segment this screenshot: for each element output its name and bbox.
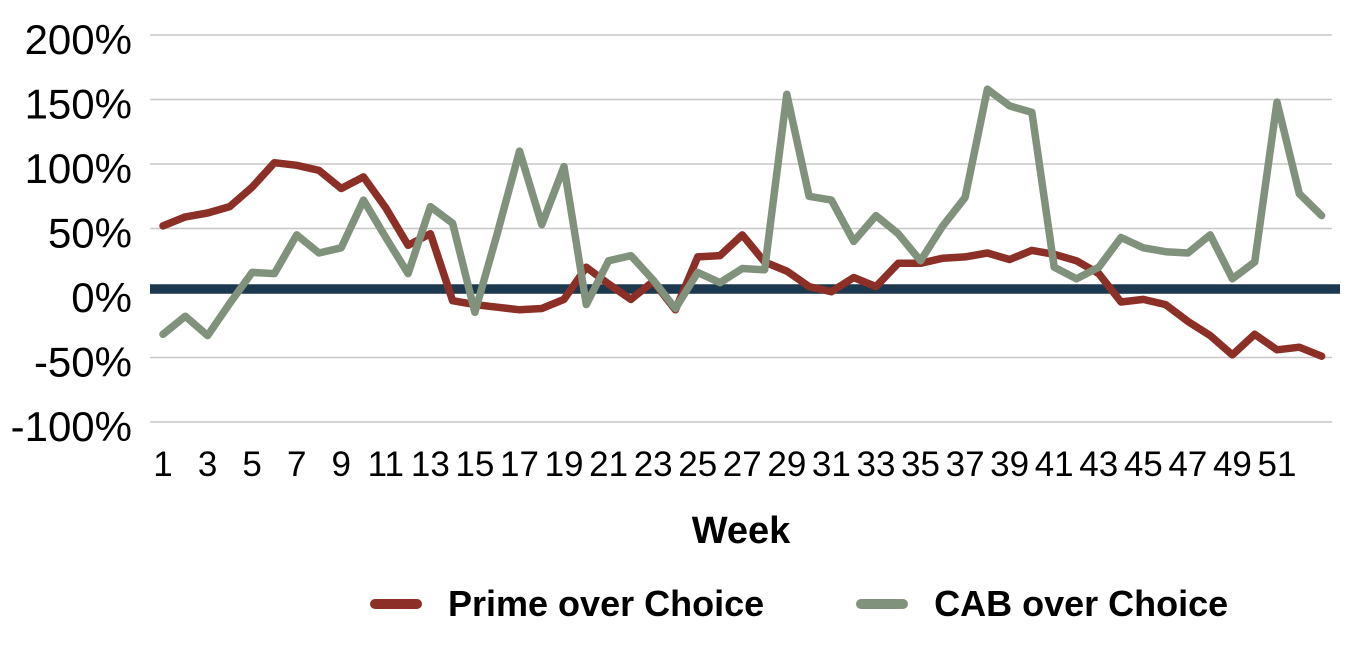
x-tick-label: 9 (332, 445, 351, 484)
y-tick-label: 150% (25, 81, 132, 128)
y-tick-label: 200% (25, 16, 132, 63)
x-tick-label: 31 (812, 445, 851, 484)
x-tick-label: 19 (545, 445, 584, 484)
x-tick-label: 1 (153, 445, 172, 484)
cab-series-swatch (856, 599, 909, 609)
x-tick-label: 37 (946, 445, 985, 484)
x-tick-label: 33 (856, 445, 895, 484)
prime-series-label: Prime over Choice (448, 583, 765, 624)
legend-item-cab: CAB over Choice (856, 583, 1228, 625)
x-tick-label: 41 (1035, 445, 1074, 484)
x-tick-label: 21 (589, 445, 628, 484)
legend-item-prime: Prime over Choice (370, 583, 764, 625)
x-tick-label: 11 (368, 445, 404, 484)
x-tick-label: 47 (1168, 445, 1207, 484)
y-tick-label: -50% (34, 339, 132, 386)
y-tick-label: 0% (71, 274, 132, 321)
prime-series-swatch (370, 599, 422, 609)
prime-series-line (159, 158, 1326, 360)
x-tick-label: 17 (500, 445, 539, 484)
x-tick-label: 35 (901, 445, 940, 484)
x-tick-label: 29 (767, 445, 806, 484)
chart-legend: Prime over Choice CAB over Choice (370, 583, 1370, 625)
y-tick-label: -100% (11, 403, 132, 450)
x-tick-label: 49 (1213, 445, 1252, 484)
x-axis-title: Week (691, 510, 791, 552)
x-tick-label: 23 (634, 445, 673, 484)
y-tick-label: 50% (48, 210, 132, 257)
x-tick-label: 15 (455, 445, 494, 484)
cab-series-label: CAB over Choice (934, 583, 1229, 624)
x-tick-label: 45 (1124, 445, 1163, 484)
x-tick-label: 3 (198, 445, 217, 484)
x-tick-label: 5 (242, 445, 261, 484)
y-tick-label: 100% (25, 145, 132, 192)
x-tick-label: 7 (287, 445, 306, 484)
cab-series-line (159, 85, 1326, 340)
x-tick-label: 27 (723, 445, 762, 484)
x-tick-label: 13 (411, 445, 450, 484)
x-tick-label: 25 (678, 445, 717, 484)
x-tick-label: 51 (1258, 445, 1297, 484)
x-tick-label: 39 (990, 445, 1029, 484)
x-tick-label: 43 (1079, 445, 1118, 484)
